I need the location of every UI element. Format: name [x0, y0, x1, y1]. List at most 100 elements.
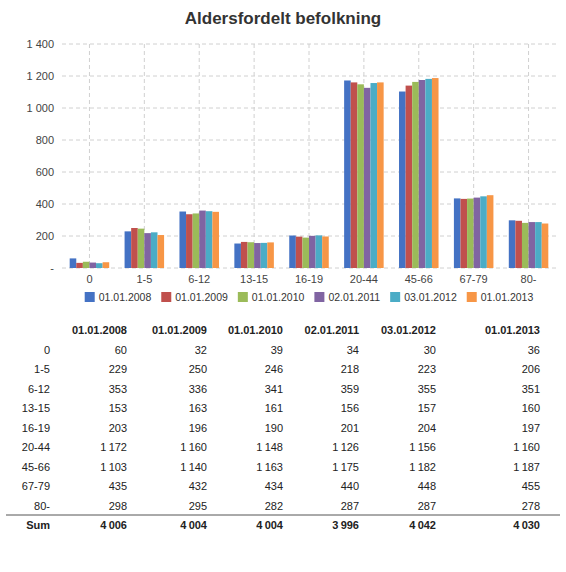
y-tick-label: 400	[36, 198, 54, 210]
y-tick-label: 1 200	[26, 70, 54, 82]
table-cell: 1 148	[256, 441, 283, 453]
table-row-label: 45-66	[22, 461, 50, 473]
bar	[412, 82, 419, 268]
bar	[193, 213, 200, 268]
bar	[351, 82, 358, 268]
table-cell: 440	[341, 480, 359, 492]
bar	[419, 80, 426, 268]
table-cell: 3 996	[332, 519, 359, 531]
table-row-label: 13-15	[22, 402, 50, 414]
table-cell: 153	[109, 402, 127, 414]
table-cell: 287	[418, 500, 436, 512]
bars	[70, 78, 549, 268]
grid-line	[89, 44, 90, 268]
table-header: 03.01.2012	[381, 324, 436, 336]
legend-label: 01.01.2013	[481, 291, 534, 303]
bar	[309, 236, 316, 268]
table-cell: 246	[265, 363, 283, 375]
y-tick-label: -	[50, 262, 54, 274]
legend-label: 02.01.2011	[328, 291, 380, 303]
table-row-label: 1-5	[34, 363, 50, 375]
table-cell: 298	[109, 500, 127, 512]
bar	[241, 242, 248, 268]
table-cell: 434	[265, 480, 283, 492]
bar	[316, 235, 323, 268]
bar	[480, 196, 487, 268]
bar	[474, 198, 481, 268]
table-cell: 39	[271, 344, 283, 356]
bar	[357, 84, 364, 268]
legend-swatch	[314, 292, 324, 302]
title: Aldersfordelt befolkning	[185, 9, 381, 28]
legend-item: 01.01.2010	[238, 291, 305, 303]
legend-label: 01.01.2010	[252, 291, 305, 303]
table-cell: 229	[109, 363, 127, 375]
table-row-label: 6-12	[28, 383, 50, 395]
legend-item: 01.01.2008	[85, 291, 152, 303]
bar	[234, 244, 241, 268]
table-cell: 353	[109, 383, 127, 395]
table-cell: 1 140	[180, 461, 207, 473]
table-cell: 203	[109, 422, 127, 434]
table-cell: 32	[195, 344, 207, 356]
table-cell: 30	[424, 344, 436, 356]
bar	[83, 262, 90, 268]
table-cell: 201	[341, 422, 359, 434]
table-cell: 1 187	[513, 461, 540, 473]
y-tick-label: 1 400	[26, 38, 54, 50]
x-tick-label: 13-15	[240, 273, 268, 285]
table-cell: 4 042	[409, 519, 436, 531]
bar	[131, 228, 138, 268]
table: 01.01.200801.01.200901.01.201002.01.2011…	[6, 324, 560, 531]
bar	[487, 195, 494, 268]
table-cell: 1 126	[332, 441, 359, 453]
table-cell: 250	[189, 363, 207, 375]
table-cell: 60	[115, 344, 127, 356]
table-cell: 156	[341, 402, 359, 414]
bar	[542, 224, 549, 268]
table-row-label: Sum	[26, 519, 50, 531]
table-header: 02.01.2011	[305, 324, 359, 336]
bar	[96, 263, 103, 268]
bar	[302, 238, 309, 268]
table-cell: 163	[189, 402, 207, 414]
table-cell: 34	[347, 344, 359, 356]
table-cell: 1 182	[409, 461, 436, 473]
x-tick-label: 20-44	[350, 273, 378, 285]
table-rule	[6, 515, 560, 516]
legend-swatch	[238, 292, 248, 302]
bar	[261, 243, 268, 268]
table-row-label: 80-	[34, 500, 50, 512]
table-cell: 157	[418, 402, 436, 414]
chart: Aldersfordelt befolkning-2004006008001 0…	[0, 0, 566, 572]
legend-label: 03.01.2012	[404, 291, 457, 303]
table-row-label: 67-79	[22, 480, 50, 492]
bar	[125, 231, 132, 268]
table-cell: 1 103	[100, 461, 127, 473]
table-cell: 278	[522, 500, 540, 512]
table-cell: 218	[341, 363, 359, 375]
x-tick-label: 80-	[521, 273, 537, 285]
bar	[254, 243, 261, 268]
bar	[138, 229, 145, 268]
bar	[399, 92, 406, 268]
table-header: 01.01.2009	[152, 324, 207, 336]
table-cell: 190	[265, 422, 283, 434]
table-cell: 197	[522, 422, 540, 434]
bar	[377, 82, 384, 268]
legend-swatch	[390, 292, 400, 302]
legend-label: 01.01.2008	[99, 291, 152, 303]
table-cell: 1 160	[180, 441, 207, 453]
table-cell: 196	[189, 422, 207, 434]
table-cell: 1 175	[332, 461, 359, 473]
legend-item: 02.01.2011	[314, 291, 380, 303]
x-tick-label: 1-5	[136, 273, 152, 285]
legend-swatch	[161, 292, 171, 302]
table-cell: 295	[189, 500, 207, 512]
bar	[364, 88, 371, 268]
y-tick-label: 800	[36, 134, 54, 146]
table-cell: 432	[189, 480, 207, 492]
bar	[289, 236, 296, 268]
bar	[76, 263, 83, 268]
table-cell: 204	[418, 422, 436, 434]
